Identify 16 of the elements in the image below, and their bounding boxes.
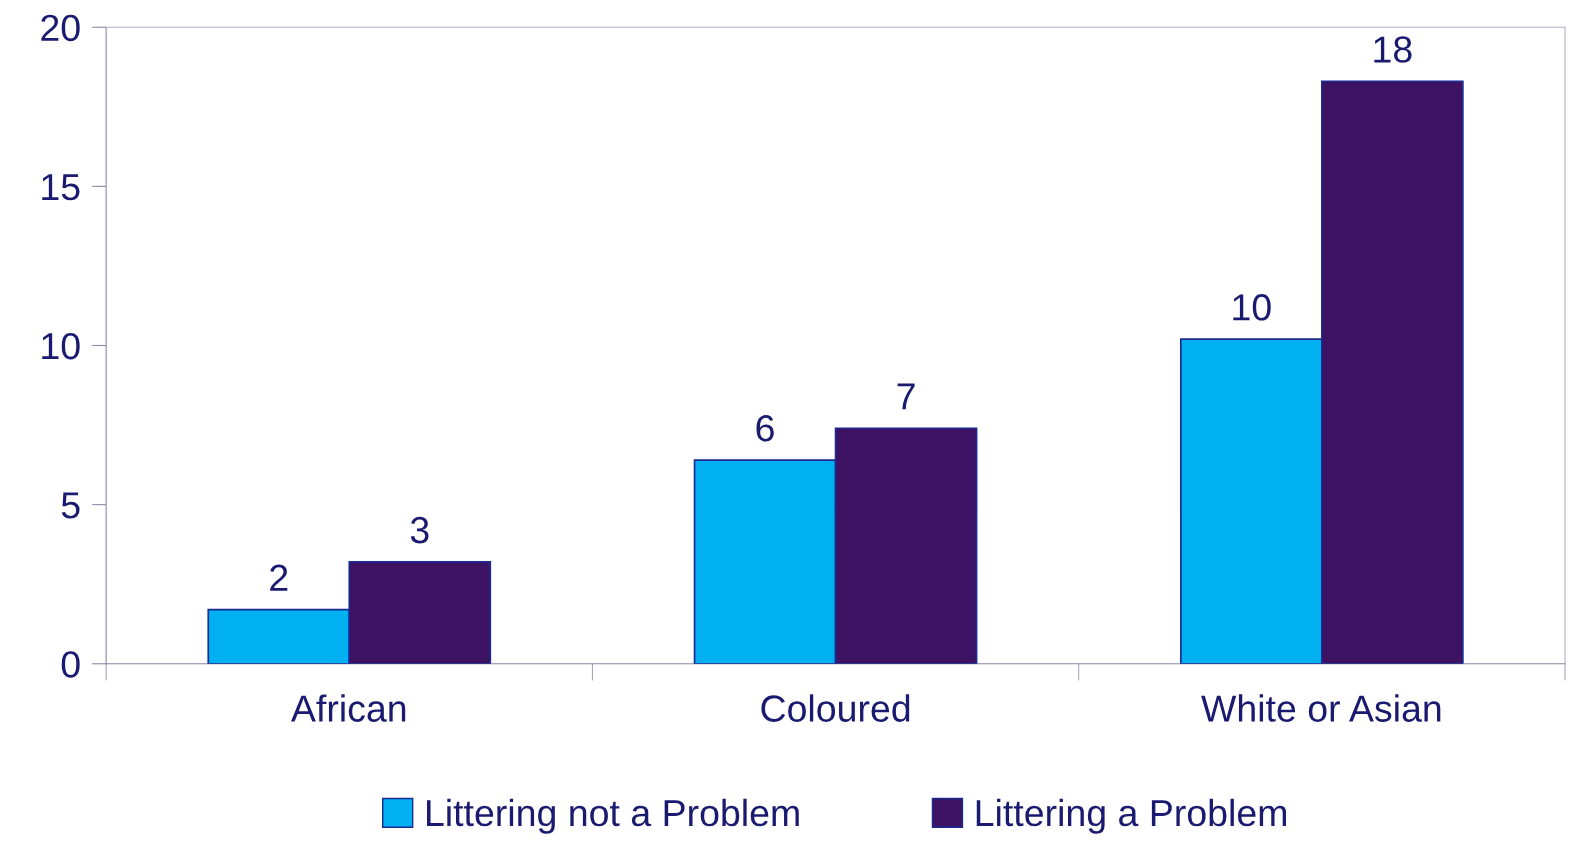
data-label: 18 xyxy=(1374,36,1412,63)
y-tick-label: 15 xyxy=(42,174,80,201)
data-label: 7 xyxy=(897,383,915,410)
y-tick-label: 5 xyxy=(61,492,80,519)
x-tick-label: White or Asian xyxy=(1201,694,1441,722)
x-tick-label: African xyxy=(290,694,406,722)
data-label: 10 xyxy=(1233,294,1271,321)
x-tick-label: Coloured xyxy=(761,694,910,722)
y-tick-label: 0 xyxy=(61,651,80,678)
data-label: 6 xyxy=(756,415,774,442)
y-tick-label: 10 xyxy=(42,332,80,360)
data-label: 3 xyxy=(410,516,429,544)
legend-label: Littering not a Problem xyxy=(427,798,799,834)
data-label: 2 xyxy=(270,564,288,591)
y-tick-label: 20 xyxy=(41,14,80,42)
legend-label: Littering a Problem xyxy=(976,798,1286,834)
